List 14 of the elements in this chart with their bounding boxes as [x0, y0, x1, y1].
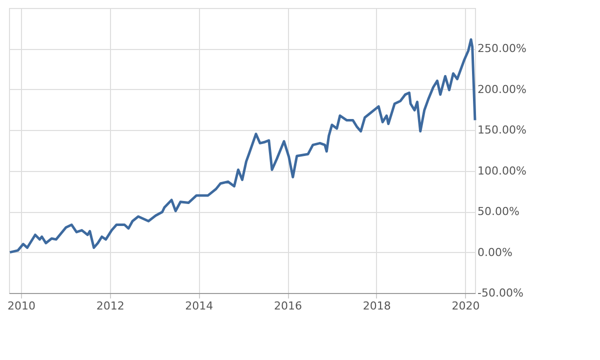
- x-tick-label: 2016: [274, 300, 302, 312]
- x-tick-label: 2014: [185, 300, 214, 312]
- y-tick-label: -50.00%: [478, 286, 524, 300]
- y-tick-label: 100.00%: [478, 164, 526, 178]
- x-tick-label: 2018: [362, 300, 391, 312]
- x-tick-label: 2012: [96, 300, 124, 312]
- y-tick-label: 50.00%: [478, 205, 520, 218]
- x-tick-label: 2020: [452, 300, 480, 312]
- y-tick-label: 200.00%: [478, 82, 526, 96]
- y-tick-label: 150.00%: [478, 124, 526, 137]
- y-tick-label: 250.00%: [478, 42, 526, 56]
- x-tick-label: 2010: [7, 300, 36, 312]
- y-tick-label: 0.00%: [478, 246, 512, 259]
- line-series: [8, 38, 476, 254]
